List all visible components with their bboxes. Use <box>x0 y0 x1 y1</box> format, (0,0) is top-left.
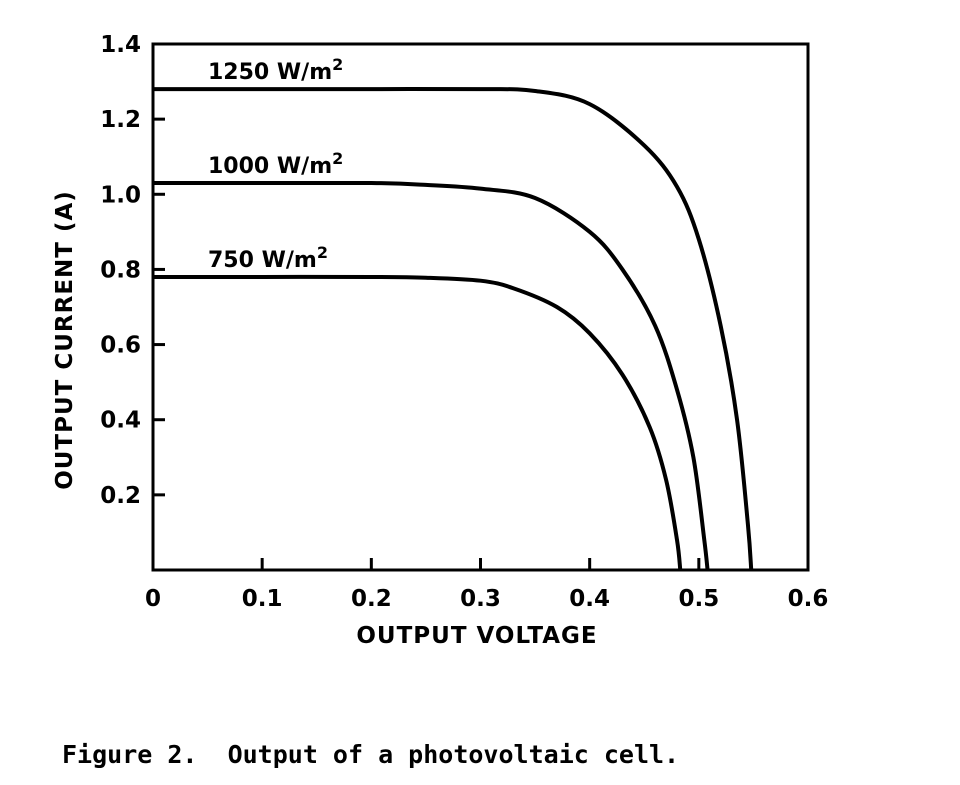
x-tick-label: 0.1 <box>242 586 283 612</box>
iv-curves <box>153 86 754 571</box>
y-tick-label: 1.2 <box>100 107 141 133</box>
axis-ticks: 0 0.1 0.2 0.3 0.4 0.5 0.6 0.2 0.4 0.6 0.8 1.0 1.2 1.4 <box>100 32 828 612</box>
plot-border <box>151 42 810 572</box>
y-tick-label: 1.0 <box>100 182 141 208</box>
iv-curve <box>153 180 710 571</box>
x-tick-label: 0.2 <box>351 586 392 612</box>
x-tick-label: 0.5 <box>678 586 719 612</box>
iv-curve <box>153 86 754 571</box>
figure-caption: Figure 2. Output of a photovoltaic cell. <box>62 740 680 769</box>
series-label: 1000 W/m2 <box>208 149 343 179</box>
x-tick-label: 0 <box>145 586 161 612</box>
x-tick-label: 0.6 <box>788 586 829 612</box>
y-tick-label: 0.6 <box>100 333 141 359</box>
plot-area <box>151 42 810 572</box>
y-tick-label: 0.4 <box>100 408 141 434</box>
y-axis-title: OUTPUT CURRENT (A) <box>52 190 78 490</box>
x-tick-label: 0.4 <box>569 586 610 612</box>
series-labels: 1250 W/m2 1000 W/m2 750 W/m2 <box>208 55 343 273</box>
series-label: 1250 W/m2 <box>208 55 343 85</box>
x-tick-label: 0.3 <box>460 586 501 612</box>
y-tick-label: 0.2 <box>100 483 141 509</box>
iv-curve <box>153 274 683 571</box>
x-axis-title: OUTPUT VOLTAGE <box>356 623 597 649</box>
y-tick-label: 0.8 <box>100 257 141 283</box>
series-label: 750 W/m2 <box>208 243 328 273</box>
y-tick-label: 1.4 <box>100 32 141 58</box>
